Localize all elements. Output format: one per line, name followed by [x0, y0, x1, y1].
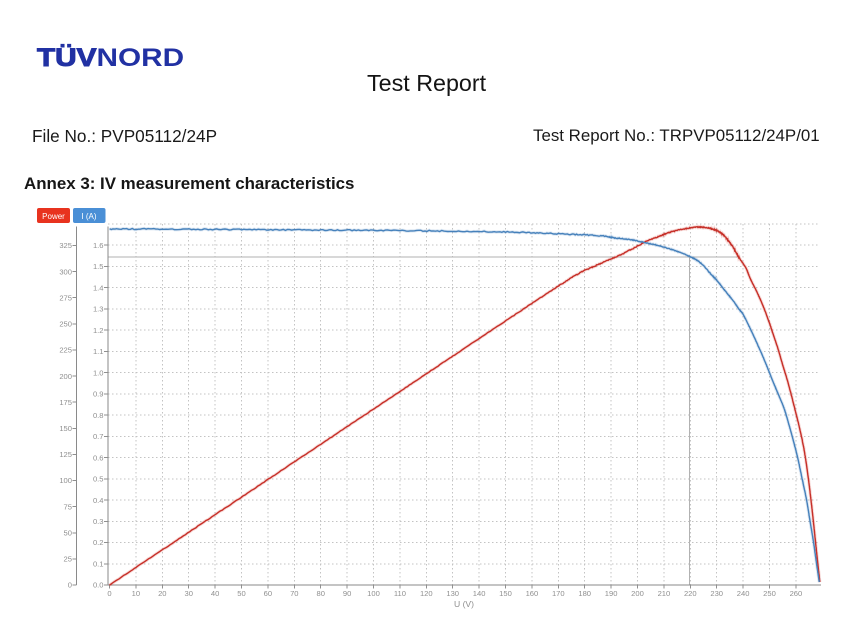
svg-text:140: 140: [473, 589, 486, 598]
svg-text:110: 110: [394, 589, 406, 598]
svg-text:0.2: 0.2: [93, 538, 104, 547]
svg-text:50: 50: [64, 529, 72, 538]
svg-text:210: 210: [658, 589, 671, 598]
svg-text:60: 60: [264, 589, 272, 598]
svg-text:25: 25: [64, 555, 72, 564]
svg-text:40: 40: [211, 589, 219, 598]
svg-text:0.9: 0.9: [93, 390, 104, 399]
svg-text:10: 10: [132, 589, 140, 598]
svg-text:225: 225: [59, 346, 72, 355]
svg-text:70: 70: [290, 589, 298, 598]
svg-text:150: 150: [499, 589, 512, 598]
svg-text:240: 240: [737, 589, 750, 598]
svg-text:260: 260: [790, 589, 803, 598]
svg-text:275: 275: [59, 293, 72, 302]
svg-text:75: 75: [64, 502, 72, 511]
svg-text:100: 100: [59, 476, 72, 485]
svg-text:120: 120: [420, 589, 433, 598]
svg-text:0.5: 0.5: [93, 475, 104, 484]
svg-text:0.0: 0.0: [93, 581, 104, 590]
svg-text:1.5: 1.5: [93, 262, 104, 271]
svg-text:250: 250: [59, 320, 72, 329]
svg-text:1.0: 1.0: [93, 368, 104, 377]
svg-text:Power: Power: [42, 212, 65, 221]
svg-text:30: 30: [184, 589, 192, 598]
svg-text:125: 125: [59, 450, 72, 459]
svg-text:0.6: 0.6: [93, 453, 104, 462]
svg-text:0.3: 0.3: [93, 517, 104, 526]
svg-text:200: 200: [59, 372, 72, 381]
svg-text:1.1: 1.1: [93, 347, 104, 356]
svg-text:90: 90: [343, 589, 351, 598]
svg-text:130: 130: [446, 589, 459, 598]
svg-text:U (V): U (V): [454, 599, 474, 609]
svg-text:100: 100: [367, 589, 380, 598]
svg-text:1.3: 1.3: [93, 305, 104, 314]
svg-text:325: 325: [59, 241, 72, 250]
svg-text:300: 300: [59, 267, 72, 276]
svg-text:190: 190: [605, 589, 618, 598]
svg-text:170: 170: [552, 589, 565, 598]
svg-text:1.6: 1.6: [93, 241, 104, 250]
svg-text:1.4: 1.4: [93, 283, 104, 292]
svg-text:230: 230: [710, 589, 723, 598]
svg-text:80: 80: [316, 589, 324, 598]
svg-text:0: 0: [107, 589, 111, 598]
svg-text:200: 200: [631, 589, 644, 598]
svg-text:150: 150: [59, 424, 72, 433]
svg-text:20: 20: [158, 589, 166, 598]
svg-text:220: 220: [684, 589, 697, 598]
svg-text:175: 175: [59, 398, 72, 407]
svg-text:0.1: 0.1: [93, 560, 104, 569]
svg-text:0.8: 0.8: [93, 411, 104, 420]
svg-text:0: 0: [68, 581, 72, 590]
svg-text:0.4: 0.4: [93, 496, 104, 505]
svg-text:I (A): I (A): [81, 212, 96, 221]
svg-text:180: 180: [578, 589, 591, 598]
svg-text:0.7: 0.7: [93, 432, 104, 441]
svg-text:1.2: 1.2: [93, 326, 104, 335]
svg-text:50: 50: [237, 589, 245, 598]
svg-text:250: 250: [763, 589, 776, 598]
svg-text:160: 160: [526, 589, 539, 598]
